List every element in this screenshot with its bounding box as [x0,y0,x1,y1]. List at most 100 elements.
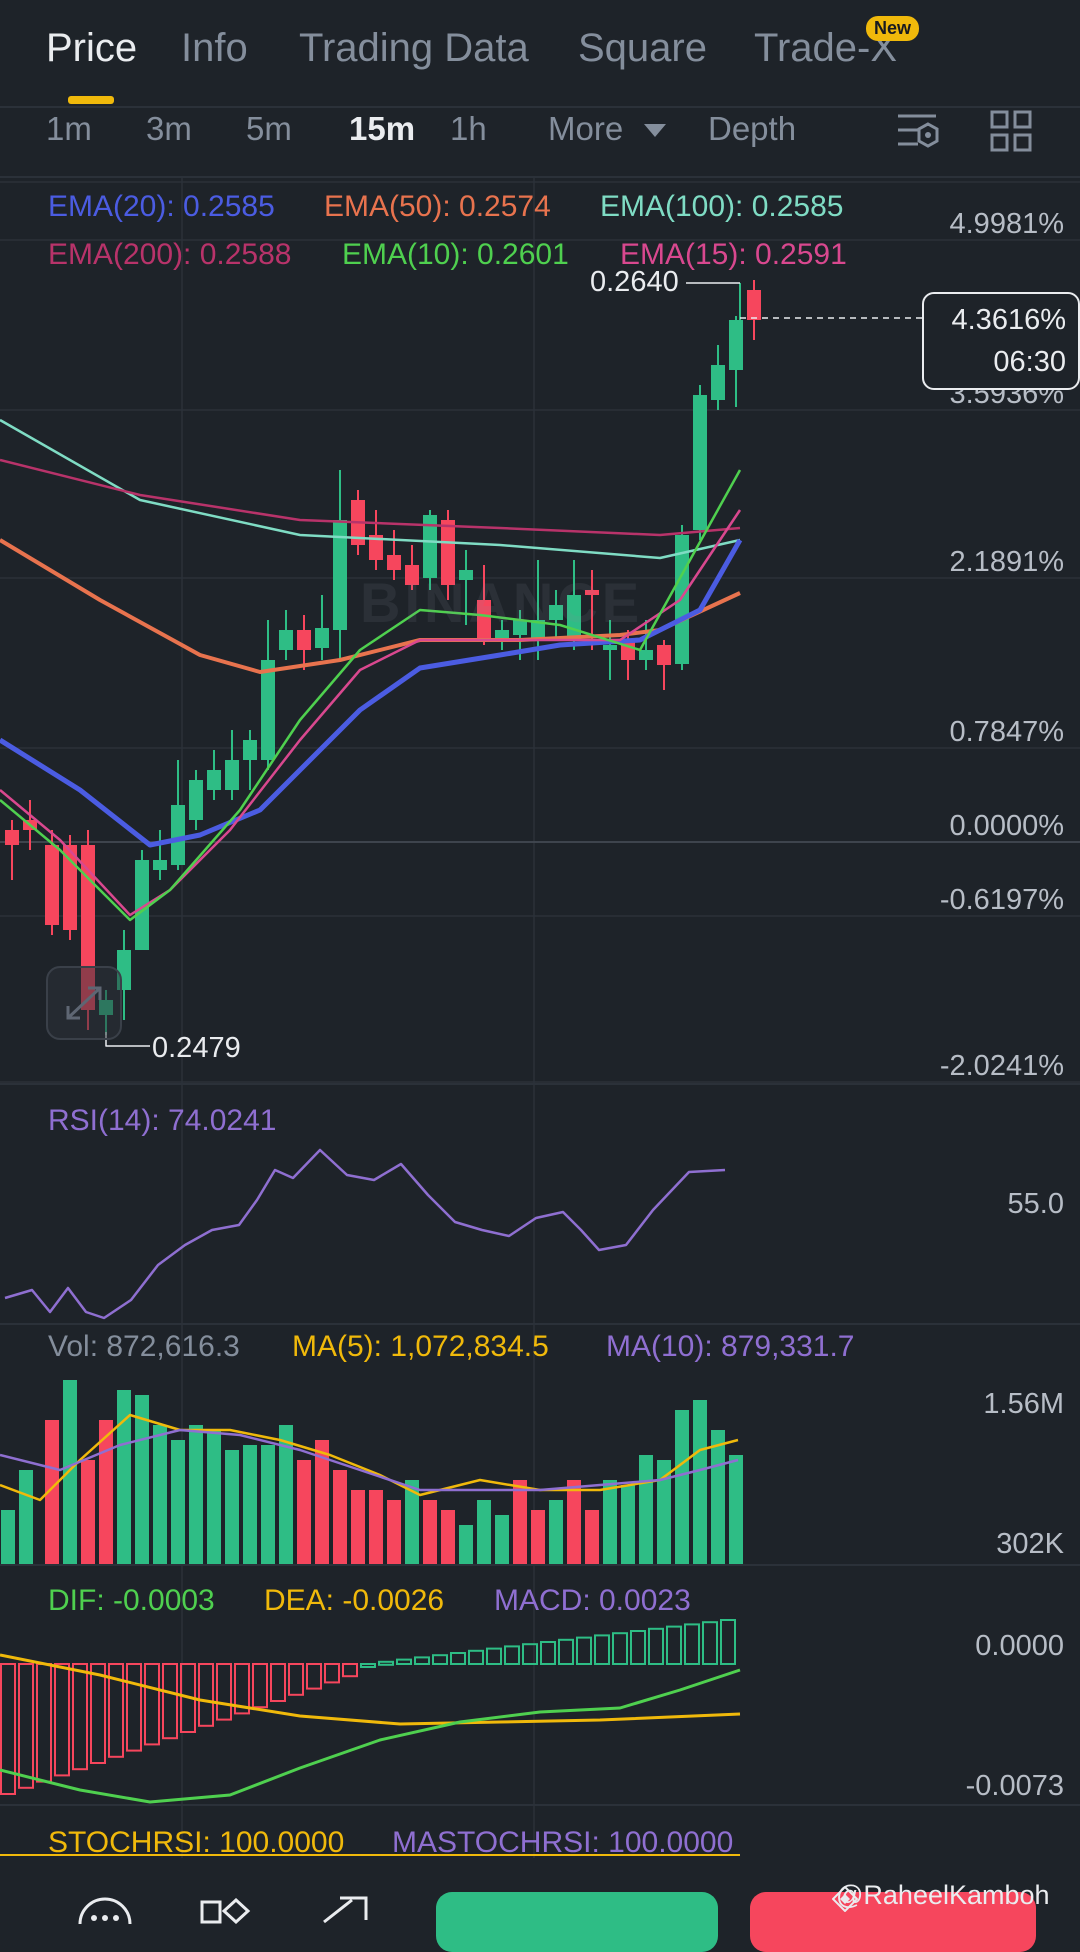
volume-bar [477,1500,491,1565]
interval-divider [0,176,1080,178]
ema50-legend: EMA(50): 0.2574 [324,190,551,223]
candle-body [549,605,563,620]
candle-body [441,520,455,585]
macd-histogram-bar [468,1649,484,1666]
interval-depth[interactable]: Depth [708,110,797,147]
interval-15m[interactable]: 15m [349,110,416,147]
stochrsi-legend: STOCHRSI: 100.0000 [48,1826,345,1859]
ema200-line [0,458,741,537]
share-icon[interactable] [320,1894,372,1924]
candle-body [333,520,347,630]
tabs-divider [0,106,1080,108]
macd-histogram-bar [54,1663,70,1777]
tab-price[interactable]: Price [46,26,138,70]
macd-histogram-bar [522,1643,538,1665]
price-axis-label: 0.0000% [949,810,1065,842]
interval-1m[interactable]: 1m [46,110,92,147]
ema10-line [0,469,742,922]
candle-body [5,830,19,845]
candle-body [153,860,167,870]
pane-divider [0,1564,1080,1566]
chevron-down-icon[interactable] [644,124,666,138]
volume-bar [225,1450,239,1565]
macd-value-legend: MACD: 0.0023 [494,1584,691,1617]
interval-3m[interactable]: 3m [146,110,192,147]
macd-histogram-bar [270,1663,286,1702]
candle-body [531,620,545,640]
volume-bar [711,1430,725,1565]
volume-bar [459,1525,473,1565]
interval-5m[interactable]: 5m [246,110,292,147]
volume-bar [45,1420,59,1565]
ema15-line [0,509,742,917]
price-axis-label: -0.6197% [939,884,1064,916]
ema100-legend: EMA(100): 0.2585 [600,190,844,223]
volume-bar [567,1480,581,1565]
tab-info[interactable]: Info [181,26,248,70]
macd-histogram-bar [594,1634,610,1666]
buy-button[interactable] [436,1892,718,1952]
macd-histogram-bar [288,1663,304,1696]
volume-bar [549,1500,563,1565]
volume-bar [99,1420,113,1565]
more-icon[interactable] [78,1896,132,1926]
macd-histogram-bar [558,1638,574,1666]
tab-trading-data[interactable]: Trading Data [299,26,529,70]
candle-body [225,760,239,790]
candle-body [711,365,725,400]
candle-body [747,290,761,320]
macd-histogram-bar [234,1663,250,1715]
active-tab-indicator [68,96,114,104]
volume-bar [243,1445,257,1565]
candle-body [297,630,311,650]
volume-bar [639,1455,653,1565]
volume-bar [423,1500,437,1565]
volume-bar [729,1455,743,1565]
grid-layout-icon[interactable] [990,110,1032,152]
grid-menu-icon[interactable] [200,1898,252,1924]
macd-histogram-bar [612,1632,628,1665]
macd-histogram-bar [108,1663,124,1758]
volume-ma10-line [0,1428,739,1492]
volume-bar [531,1510,545,1565]
candle-body [477,600,491,640]
indicator-settings-icon[interactable] [896,112,940,152]
interval-1h[interactable]: 1h [450,110,487,147]
ema50-line [0,538,741,674]
pane-divider [0,1083,1080,1085]
volume-bar [675,1410,689,1565]
low-price-label: 0.2479 [152,1032,241,1064]
volume-bar [153,1425,167,1565]
volume-bar [333,1470,347,1565]
macd-axis-bottom: -0.0073 [965,1770,1064,1802]
volume-bar [387,1500,401,1565]
volume-bar [171,1440,185,1565]
volume-bar [441,1510,455,1565]
candle-body [495,630,509,640]
ema10-legend: EMA(10): 0.2601 [342,238,569,271]
volume-bar [603,1480,617,1565]
candle-body [729,320,743,370]
volume-bar [63,1380,77,1565]
volume-bar [207,1430,221,1565]
chart-grid [0,178,1080,1858]
macd-histogram-bar [360,1663,376,1668]
candle-body [693,395,707,530]
candle-body [261,660,275,760]
interval-more[interactable]: More [548,110,624,147]
candle-countdown: 06:30 [993,346,1066,378]
candle-body [189,780,203,820]
volume-bar [369,1490,383,1565]
candlestick-chart[interactable] [0,178,1080,1870]
candle-body [369,535,383,560]
volume-bar [657,1460,671,1565]
macd-histogram-bar [72,1663,88,1771]
candle-body [315,628,329,648]
candle-body [63,845,77,930]
volume-bar [279,1425,293,1565]
volume-bar [261,1445,275,1565]
expand-chart-button[interactable] [46,966,122,1040]
macd-histogram-bar [432,1654,448,1665]
volume-bar [513,1480,527,1565]
tab-square[interactable]: Square [578,26,707,70]
